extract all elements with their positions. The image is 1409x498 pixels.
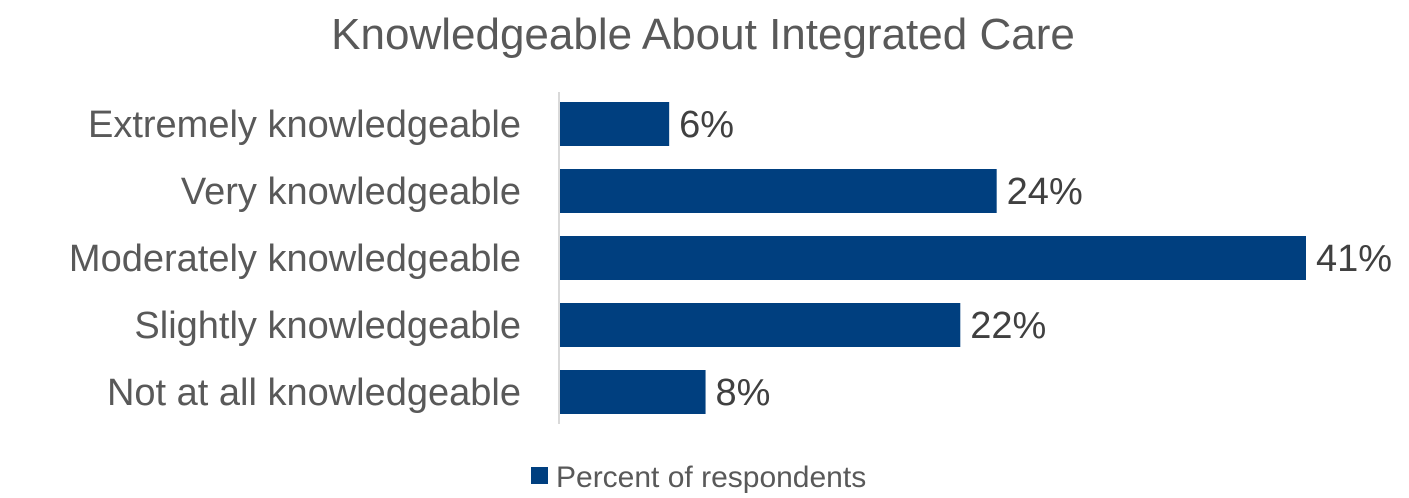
bar	[560, 169, 997, 213]
bars-group: Extremely knowledgeable 6% Very knowledgea…	[69, 102, 1392, 414]
category-label: Extremely knowledgeable	[88, 104, 521, 146]
data-label: 22%	[970, 305, 1046, 347]
category-label: Very knowledgeable	[181, 171, 521, 213]
bar	[560, 303, 961, 347]
legend: Percent of respondents	[531, 461, 866, 494]
data-label: 24%	[1007, 171, 1083, 213]
legend-swatch	[531, 467, 548, 484]
bar	[560, 370, 706, 414]
data-label: 8%	[716, 372, 771, 414]
legend-label: Percent of respondents	[556, 461, 866, 493]
chart-title: Knowledgeable About Integrated Care	[331, 10, 1075, 59]
data-label: 41%	[1316, 238, 1392, 280]
category-label: Not at all knowledgeable	[107, 372, 521, 414]
bar	[560, 102, 670, 146]
category-label: Slightly knowledgeable	[134, 305, 521, 347]
data-label: 6%	[679, 104, 734, 146]
bar	[560, 236, 1306, 280]
category-label: Moderately knowledgeable	[69, 238, 521, 280]
